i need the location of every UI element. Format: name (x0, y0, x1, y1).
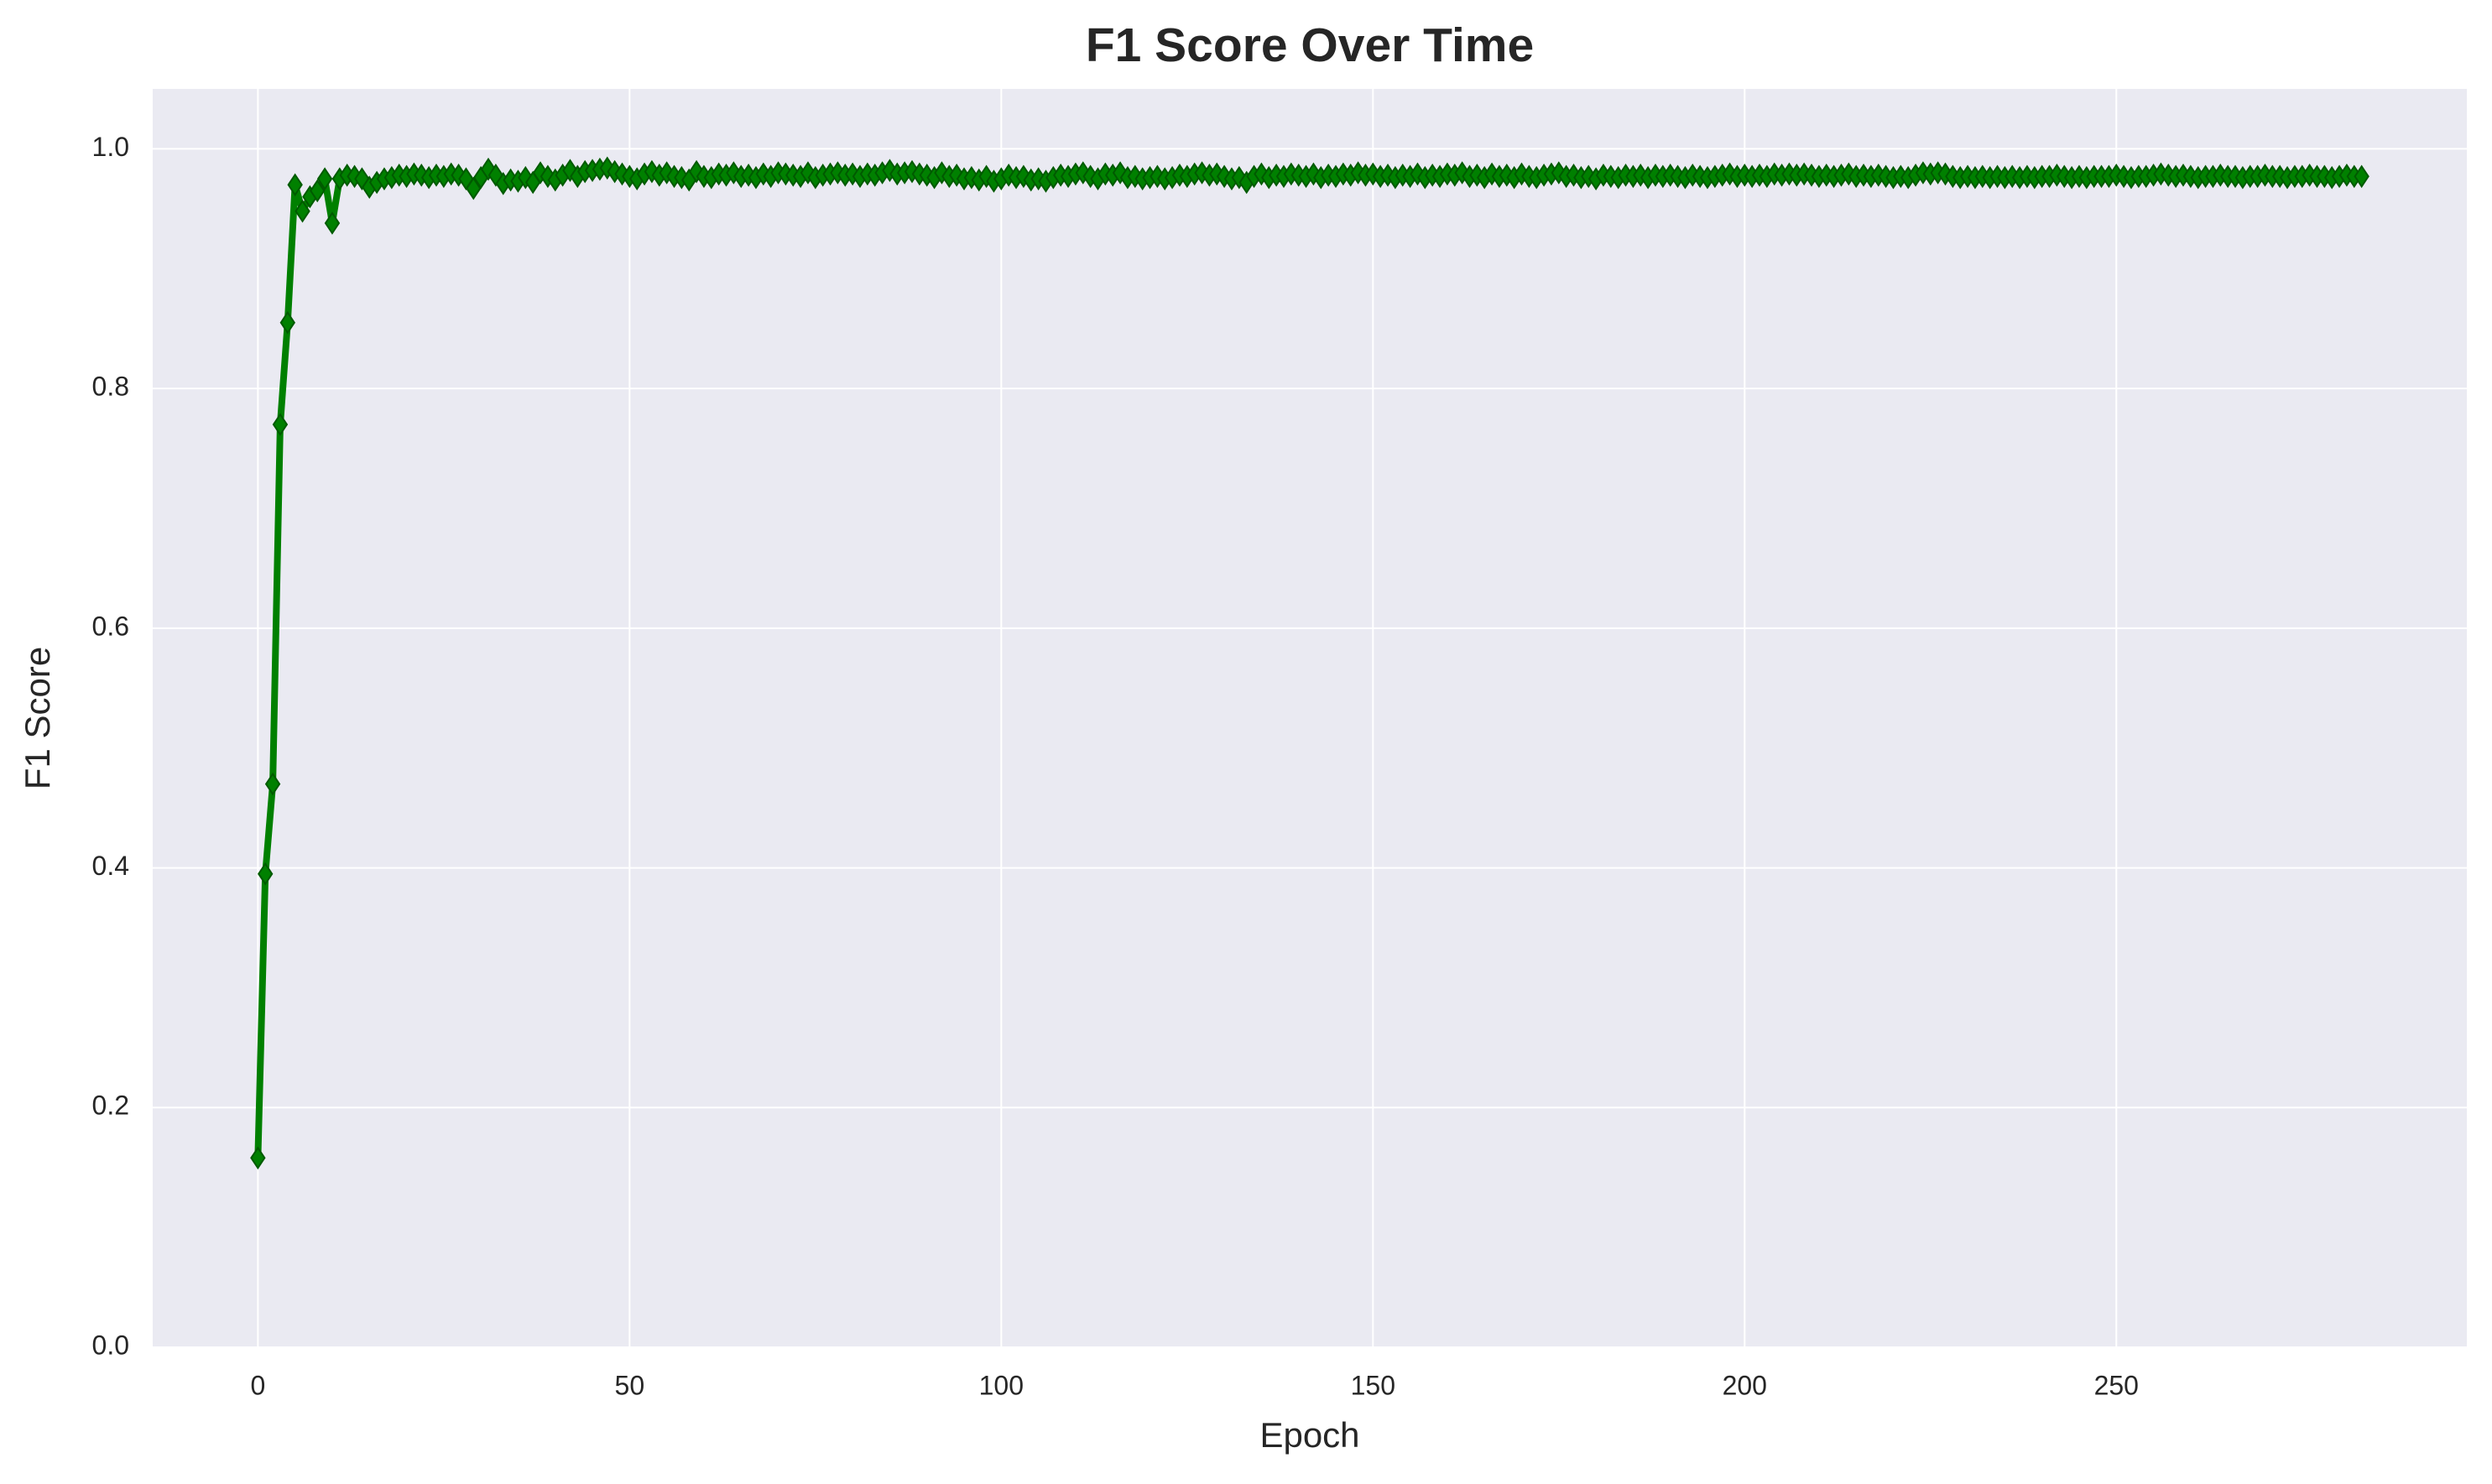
data-point (295, 199, 310, 223)
data-point (562, 159, 578, 182)
data-point (800, 161, 816, 185)
data-point (264, 772, 281, 796)
x-tick-label: 50 (615, 1370, 645, 1400)
chart-title: F1 Score Over Time (1086, 18, 1534, 72)
x-axis-label: Epoch (1259, 1415, 1359, 1455)
data-point (978, 164, 994, 189)
data-point (316, 167, 333, 190)
data-point (272, 413, 289, 436)
data-point (1112, 161, 1129, 185)
y-tick-label: 0.4 (92, 851, 129, 881)
data-point (487, 164, 504, 187)
data-point (287, 173, 303, 197)
x-tick-label: 250 (2094, 1370, 2139, 1400)
y-tick-label: 0.8 (92, 372, 129, 402)
data-point (310, 179, 326, 203)
data-point (250, 1146, 266, 1170)
y-axis-label: F1 Score (18, 647, 57, 789)
data-point (2354, 164, 2369, 189)
y-tick-label: 0.2 (92, 1091, 129, 1121)
x-tick-label: 200 (1723, 1370, 1767, 1400)
y-tick-label: 0.6 (92, 611, 129, 641)
data-point (279, 310, 296, 335)
x-tick-label: 0 (250, 1370, 265, 1400)
y-tick-label: 0.0 (92, 1330, 129, 1360)
x-tick-label: 150 (1351, 1370, 1395, 1400)
data-point (258, 862, 274, 886)
data-point (466, 176, 482, 200)
x-tick-label: 100 (979, 1370, 1024, 1400)
y-tick-label: 1.0 (92, 132, 129, 162)
plot-area (153, 89, 2467, 1347)
data-point (458, 167, 474, 190)
data-point (324, 211, 341, 235)
